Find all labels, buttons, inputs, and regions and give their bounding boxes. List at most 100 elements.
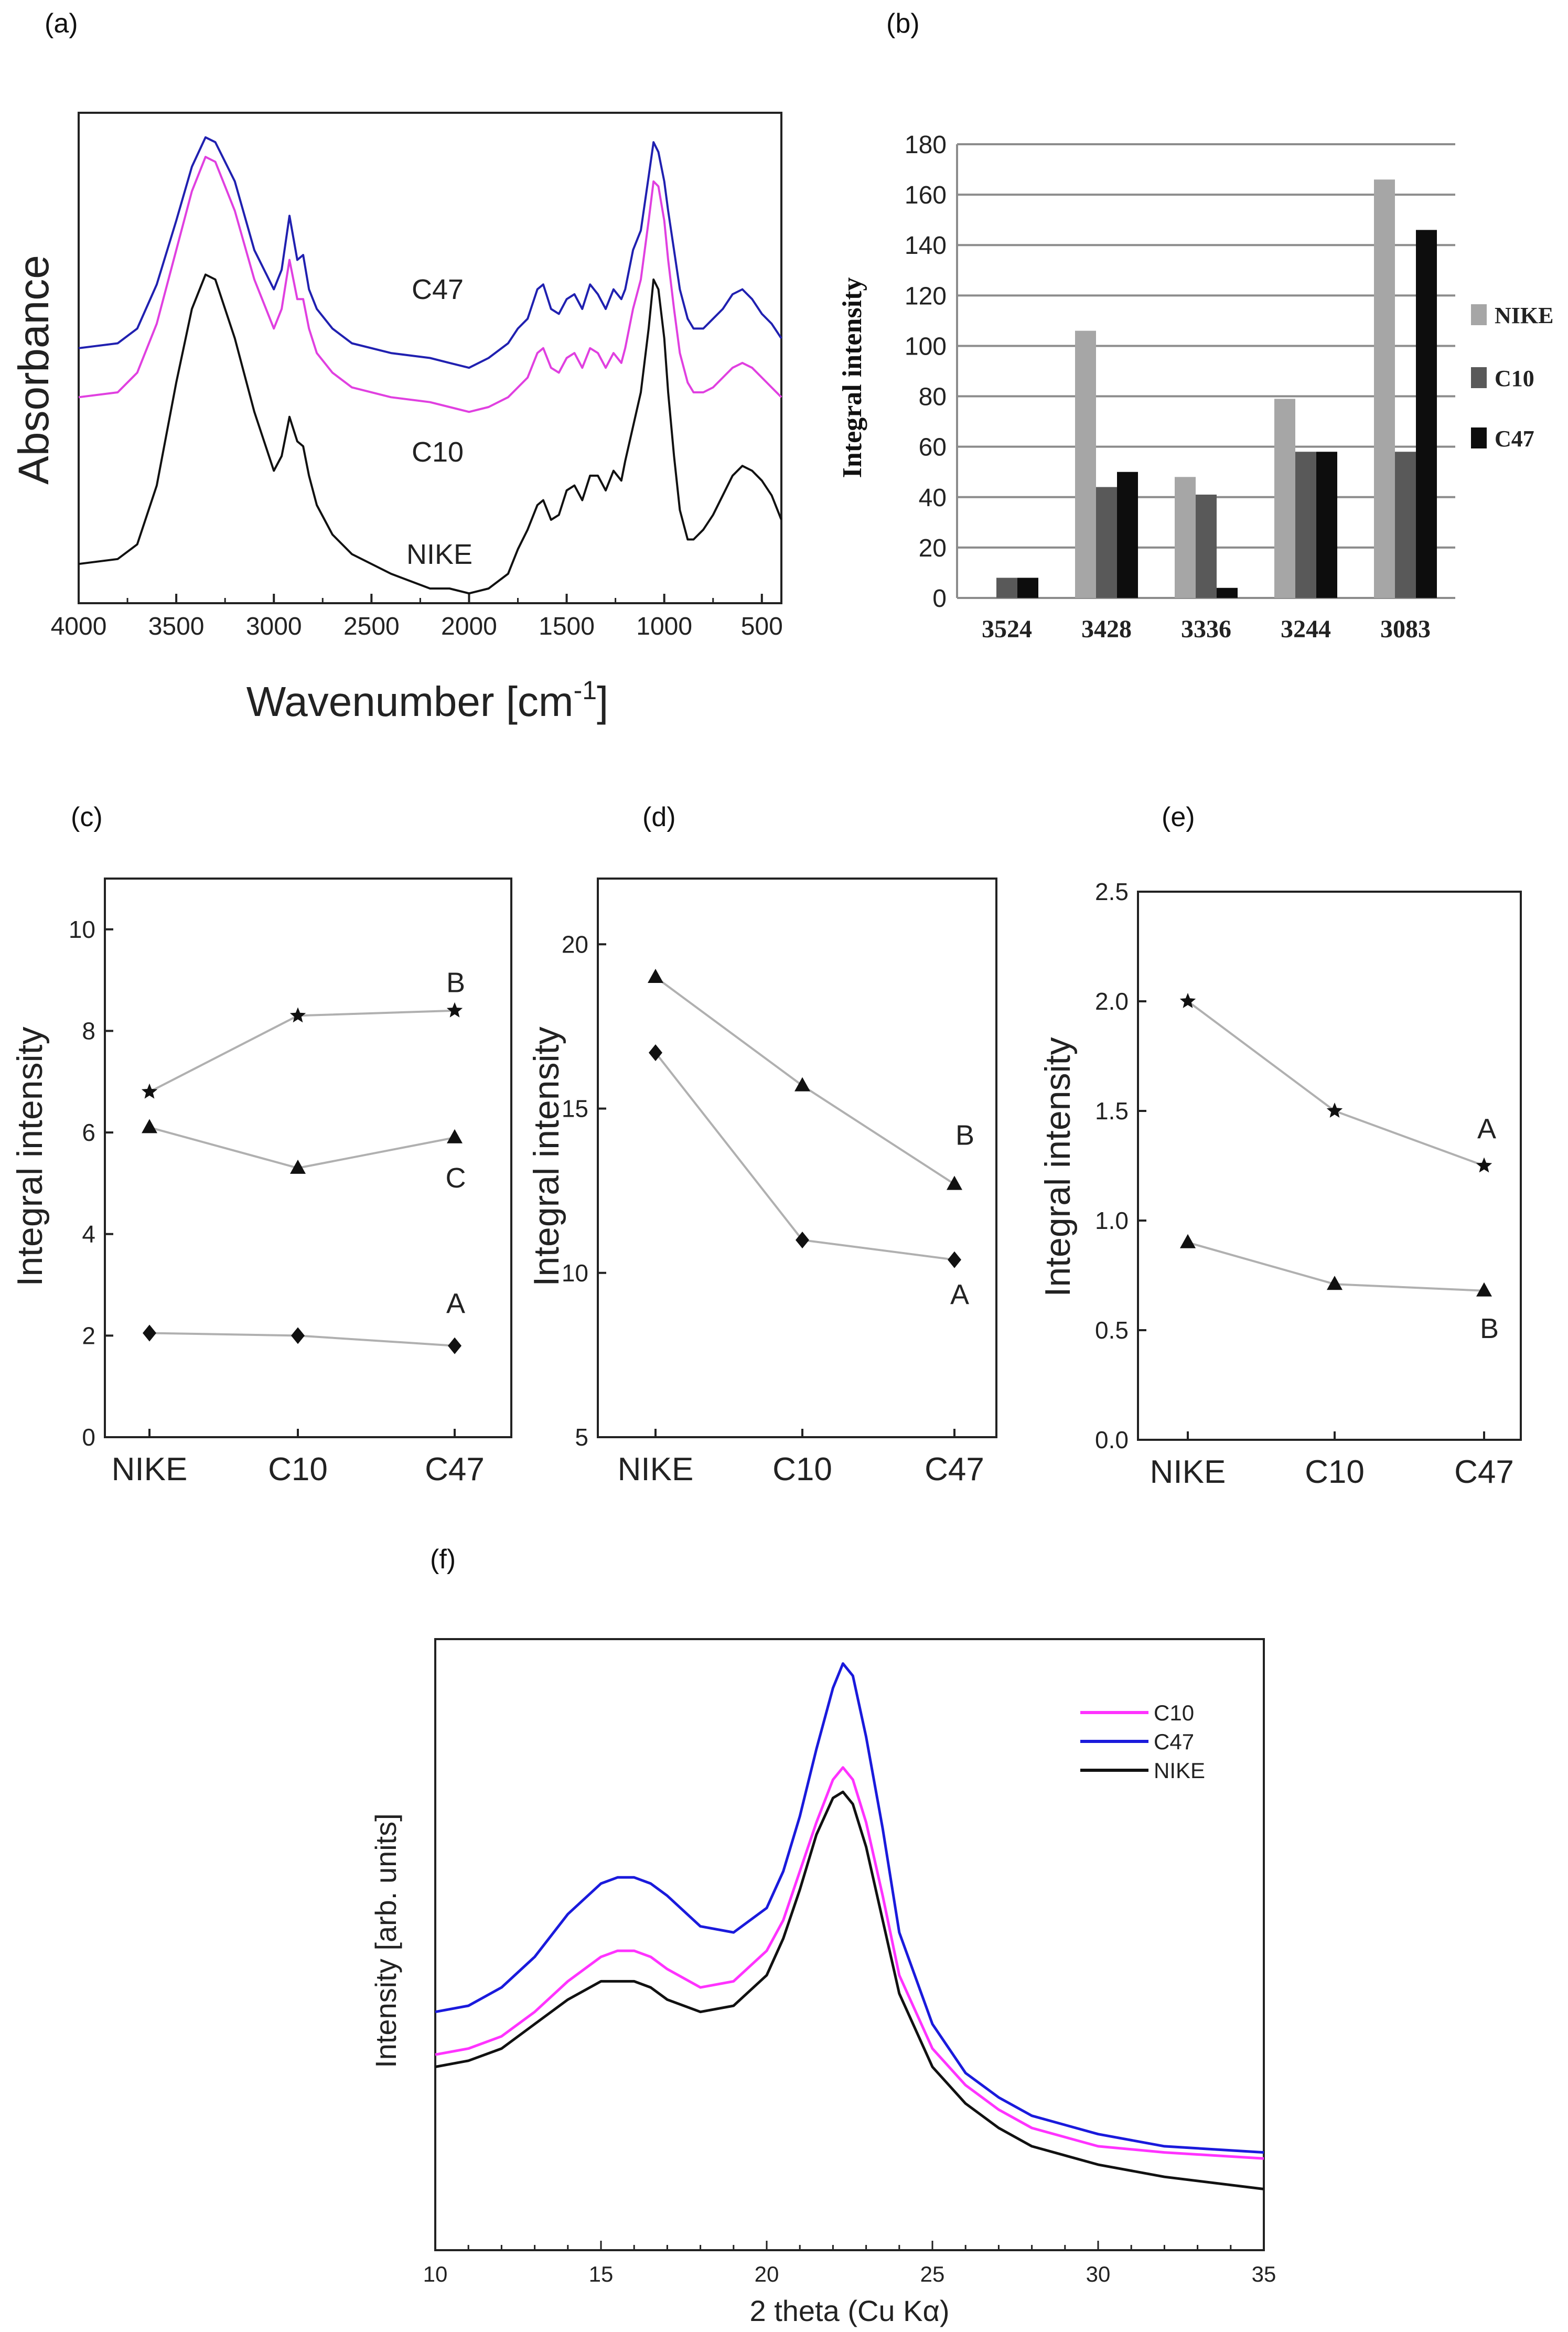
chart-b-bar-nike-3336 xyxy=(1175,477,1196,598)
chart-a-y-label: Absorbance xyxy=(10,255,58,485)
chart-e-point-a xyxy=(1326,1103,1343,1118)
chart-c-frame xyxy=(104,878,512,1438)
chart-a: 4000 3500 3000 2500 2000 1500 1000 500 C47 C10 … xyxy=(10,112,783,725)
chart-b-y-tick-label: 40 xyxy=(919,484,947,512)
chart-e-x-tick-label: C47 xyxy=(1454,1454,1514,1490)
chart-b-bar-c47-3428 xyxy=(1117,472,1138,598)
chart-b-categories: 3524 3428 3336 3244 3083 xyxy=(982,615,1431,643)
panel-label-d: (d) xyxy=(642,802,676,832)
chart-f-legend-label: NIKE xyxy=(1154,1758,1205,1783)
chart-f-x-tick-label: 25 xyxy=(920,2262,945,2286)
chart-b-y-tick-label: 120 xyxy=(905,282,947,310)
chart-e-point-a xyxy=(1179,993,1196,1008)
chart-d-frame xyxy=(597,878,997,1438)
chart-b-legend-swatch-c10 xyxy=(1471,367,1487,388)
chart-e: Integral intensity 0.0 0.5 1.0 1.5 2.0 2.5 NIK… xyxy=(1038,878,1522,1490)
chart-c-y-tick-label: 8 xyxy=(82,1017,95,1044)
chart-a-series-c10 xyxy=(78,156,782,413)
panel-label-f: (f) xyxy=(430,1544,456,1575)
chart-f-x-label: 2 theta (Cu Kα) xyxy=(750,2294,950,2327)
chart-f-series-c47 xyxy=(435,1662,1264,2154)
chart-e-frame xyxy=(1137,891,1522,1441)
chart-b-category-label: 3428 xyxy=(1081,615,1132,643)
chart-e-series-label-b: B xyxy=(1480,1313,1499,1344)
chart-a-x-tick-label: 2500 xyxy=(343,613,400,640)
chart-d-x-tick-label: C10 xyxy=(772,1451,832,1488)
chart-a-x-tick-label: 500 xyxy=(741,613,783,640)
chart-b-bar-c47-3524 xyxy=(1017,577,1038,598)
chart-c-point-b xyxy=(446,1002,463,1018)
chart-c-point-b xyxy=(289,1007,306,1023)
panel-label-a: (a) xyxy=(45,8,78,39)
chart-d-y-tick-label: 20 xyxy=(562,930,588,958)
chart-c-point-a xyxy=(448,1337,461,1354)
chart-b-legend-label: C10 xyxy=(1495,366,1534,391)
chart-b-y-label: Integral intensity xyxy=(837,277,867,478)
chart-b: 0 20 40 60 80 100 120 140 160 180 3524 3428 3336 324… xyxy=(837,131,1553,643)
chart-b-legend-label: NIKE xyxy=(1495,303,1553,328)
chart-a-x-axis: 4000 3500 3000 2500 2000 1500 1000 500 xyxy=(51,594,783,640)
chart-a-x-tick-label: 1500 xyxy=(539,613,595,640)
chart-d-point-a xyxy=(796,1232,809,1249)
chart-a-x-tick-label: 3500 xyxy=(148,613,205,640)
chart-e-point-b xyxy=(1476,1282,1492,1297)
chart-f-legend-label: C10 xyxy=(1154,1700,1194,1725)
chart-c-point-a xyxy=(143,1324,156,1342)
chart-b-y-tick-label: 20 xyxy=(919,534,947,562)
chart-b-bar-c10-3083 xyxy=(1395,452,1416,598)
chart-e-y-tick-label: 2.5 xyxy=(1095,878,1129,905)
chart-a-x-tick-label: 3000 xyxy=(246,613,302,640)
chart-b-y-tick-label: 60 xyxy=(919,434,947,462)
chart-e-x-tick-label: NIKE xyxy=(1150,1454,1226,1490)
chart-a-x-tick-label: 1000 xyxy=(636,613,692,640)
chart-a-annotation-nike: NIKE xyxy=(406,539,472,570)
chart-f-frame xyxy=(434,1638,1265,2251)
chart-d-series-label-a: A xyxy=(950,1279,969,1311)
chart-b-y-tick-label: 160 xyxy=(905,181,947,209)
chart-d-y-tick-label: 5 xyxy=(575,1424,588,1451)
chart-b-legend: NIKE C10 C47 xyxy=(1471,303,1553,452)
chart-c-y-tick-label: 0 xyxy=(82,1424,95,1451)
chart-b-bar-c10-3336 xyxy=(1196,494,1217,598)
panel-label-e: (e) xyxy=(1162,802,1195,832)
chart-f-legend-label: C47 xyxy=(1154,1729,1194,1754)
chart-a-x-tick-label: 4000 xyxy=(51,613,107,640)
chart-e-y-tick-label: 1.5 xyxy=(1095,1097,1129,1125)
chart-e-y-tick-label: 0.0 xyxy=(1095,1426,1129,1453)
chart-c-y-tick-label: 10 xyxy=(69,916,95,943)
chart-c-point-c xyxy=(142,1119,157,1133)
chart-c-x-tick-label: NIKE xyxy=(112,1451,188,1488)
chart-b-y-tick-label: 0 xyxy=(932,585,947,613)
chart-e-x-tick-label: C10 xyxy=(1305,1454,1365,1490)
chart-a-x-label: Wavenumber [cm-1] xyxy=(246,676,609,725)
chart-b-bar-c10-3244 xyxy=(1295,452,1316,598)
chart-b-bar-c10-3428 xyxy=(1096,487,1117,598)
chart-c-point-b xyxy=(141,1083,158,1099)
chart-d-x-tick-label: C47 xyxy=(925,1451,984,1488)
chart-b-legend-label: C47 xyxy=(1495,426,1534,452)
chart-b-category-label: 3524 xyxy=(982,615,1032,643)
chart-b-bar-c47-3083 xyxy=(1416,230,1437,598)
chart-e-y-tick-label: 0.5 xyxy=(1095,1317,1129,1344)
chart-e-y-label: Integral intensity xyxy=(1038,1037,1078,1297)
chart-d-point-a xyxy=(948,1251,961,1268)
chart-b-bar-nike-3244 xyxy=(1274,399,1295,598)
chart-d: Integral intensity 5 10 15 20 NIKE C10 C47 B A xyxy=(527,878,997,1488)
chart-c-y-tick-label: 4 xyxy=(82,1221,95,1248)
chart-b-bar-nike-3083 xyxy=(1374,179,1395,598)
chart-a-x-label-main: Wavenumber [cm xyxy=(246,678,574,725)
chart-d-series-label-b: B xyxy=(955,1120,974,1151)
chart-b-bar-nike-3428 xyxy=(1075,330,1096,598)
chart-a-frame xyxy=(78,112,782,604)
chart-e-point-b xyxy=(1327,1276,1343,1290)
chart-e-y-tick-label: 2.0 xyxy=(1095,988,1129,1015)
chart-b-y-tick-label: 80 xyxy=(919,383,947,411)
chart-e-point-b xyxy=(1180,1234,1196,1248)
chart-b-y-tick-label: 100 xyxy=(905,333,947,360)
chart-a-series-nike xyxy=(78,273,782,595)
chart-f-x-tick-label: 35 xyxy=(1252,2262,1276,2286)
chart-d-y-tick-label: 15 xyxy=(562,1095,588,1122)
chart-b-grid: 0 20 40 60 80 100 120 140 160 180 xyxy=(905,131,1455,613)
